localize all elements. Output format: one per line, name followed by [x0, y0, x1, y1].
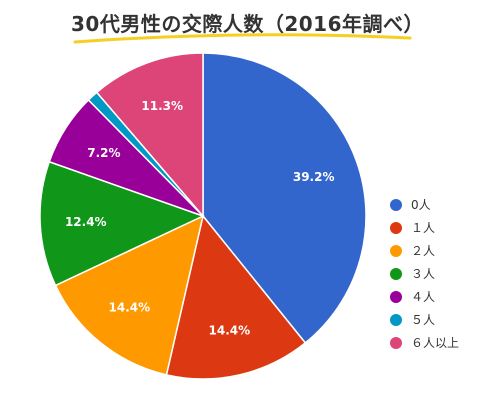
legend-marker [390, 291, 402, 303]
pie-slice [54, 214, 205, 376]
legend-marker [390, 245, 402, 257]
legend-marker [390, 314, 402, 326]
legend-label: ３人 [411, 267, 435, 281]
legend-marker [390, 199, 402, 211]
legend-label: ５人 [411, 313, 435, 327]
legend-label: ４人 [411, 290, 435, 304]
slice-label: 39.2% [293, 170, 335, 184]
pie-slice [95, 52, 204, 219]
legend-marker [390, 222, 402, 234]
title-underline [73, 33, 412, 44]
legend-marker [390, 337, 402, 349]
legend-label: １人 [411, 221, 435, 235]
legend-label: 0人 [411, 198, 431, 212]
slice-label: 11.3% [141, 99, 183, 113]
legend-label: ６人以上 [411, 336, 459, 350]
legend-label: ２人 [411, 244, 435, 258]
pie-slice-labels: 39.2% 14.4% 14.4% 12.4% 7.2% 11.3% [65, 99, 335, 337]
slice-label: 14.4% [109, 300, 151, 314]
slice-label: 14.4% [209, 323, 251, 337]
chart-title: 30代男性の交際人数（2016年調べ） [71, 12, 424, 36]
pie-slice [202, 52, 367, 344]
slice-label: 7.2% [87, 146, 120, 160]
legend: 0人 １人 ２人 ３人 ４人 ５人 ６人以上 [390, 198, 459, 350]
pie-slice [39, 160, 205, 287]
pie-slice [165, 214, 307, 380]
legend-marker [390, 268, 402, 280]
slice-label: 12.4% [65, 215, 107, 229]
pie-slices [39, 52, 367, 380]
